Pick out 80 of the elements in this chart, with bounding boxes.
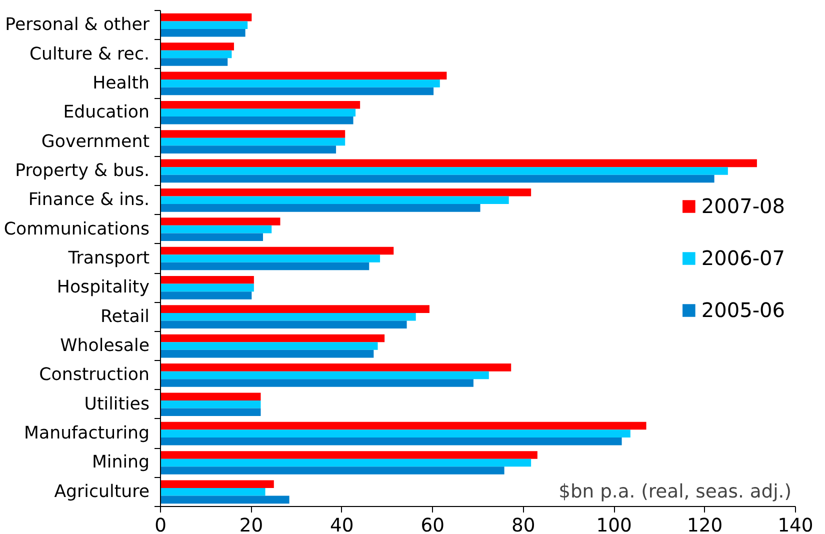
x-tick-label: 80	[511, 516, 536, 534]
bar	[160, 218, 280, 226]
bar	[160, 320, 407, 329]
bar	[160, 371, 489, 380]
y-tick-label: Transport	[67, 248, 150, 268]
bar	[160, 138, 346, 146]
bar	[160, 50, 232, 58]
bar	[160, 159, 757, 168]
y-tick-label: Construction	[39, 365, 150, 386]
y-tick-label: Property & bus.	[15, 160, 150, 181]
bar	[160, 146, 336, 154]
x-tick-label: 140	[778, 516, 814, 534]
bar	[160, 292, 252, 300]
y-tick-label: Government	[41, 132, 150, 152]
bar	[160, 130, 346, 138]
y-tick-label: Education	[63, 102, 150, 123]
y-tick-label: Agriculture	[54, 482, 150, 502]
legend-label: 2007-08	[701, 194, 785, 218]
x-tick-label: 40	[330, 516, 354, 534]
bar	[160, 480, 274, 488]
bar	[160, 196, 509, 204]
bar	[160, 488, 266, 496]
y-tick-label: Wholesale	[60, 336, 150, 356]
bar	[160, 312, 416, 321]
y-tick-label: Retail	[100, 306, 150, 327]
bar	[160, 87, 434, 96]
bar	[160, 305, 430, 313]
bar	[160, 58, 228, 66]
bar	[160, 204, 480, 212]
bar	[160, 233, 264, 241]
bar	[160, 174, 714, 183]
bar	[160, 350, 374, 358]
bar	[160, 466, 504, 474]
bar	[160, 13, 252, 22]
x-tick-label: 60	[420, 516, 445, 534]
y-tick-label: Mining	[92, 452, 150, 473]
y-tick-label: Finance & ins.	[28, 190, 150, 210]
y-tick-label: Manufacturing	[24, 424, 150, 444]
bar	[160, 225, 272, 234]
bar	[160, 72, 447, 80]
bar	[160, 254, 380, 262]
annotation: $bn p.a. (real, seas. adj.)	[558, 482, 792, 502]
bar	[160, 28, 246, 37]
bar	[160, 364, 512, 372]
bar	[160, 188, 532, 196]
x-tick-label: 20	[239, 516, 264, 534]
bar	[160, 276, 254, 284]
bar	[160, 80, 440, 88]
bar	[160, 42, 234, 50]
bar	[160, 21, 248, 29]
bar	[160, 108, 356, 117]
legend-label: 2006-07	[701, 246, 785, 270]
bar	[160, 167, 728, 175]
y-tick-label: Culture & rec.	[29, 44, 150, 64]
y-tick-label: Personal & other	[5, 15, 150, 36]
x-tick-label: 100	[596, 516, 632, 534]
bar	[160, 392, 261, 400]
bar	[160, 430, 630, 438]
bar	[160, 400, 261, 408]
bar	[160, 334, 385, 342]
y-tick-label: Communications	[4, 219, 150, 240]
bar	[160, 437, 622, 446]
legend-label: 2005-06	[701, 298, 785, 322]
bar	[160, 379, 474, 387]
bar	[160, 116, 354, 124]
y-tick-label: Utilities	[84, 394, 150, 414]
bar	[160, 284, 254, 292]
bar	[160, 100, 360, 109]
bar	[160, 408, 261, 416]
bar	[160, 262, 370, 270]
y-tick-label: Hospitality	[56, 278, 150, 298]
bar	[160, 246, 394, 255]
x-tick-label: 0	[154, 516, 166, 534]
y-tick-label: Health	[92, 73, 150, 94]
x-tick-label: 120	[686, 516, 723, 534]
bar	[160, 458, 532, 467]
bar	[160, 342, 378, 350]
bar	[160, 496, 290, 504]
bar	[160, 451, 538, 459]
bar	[160, 422, 646, 430]
